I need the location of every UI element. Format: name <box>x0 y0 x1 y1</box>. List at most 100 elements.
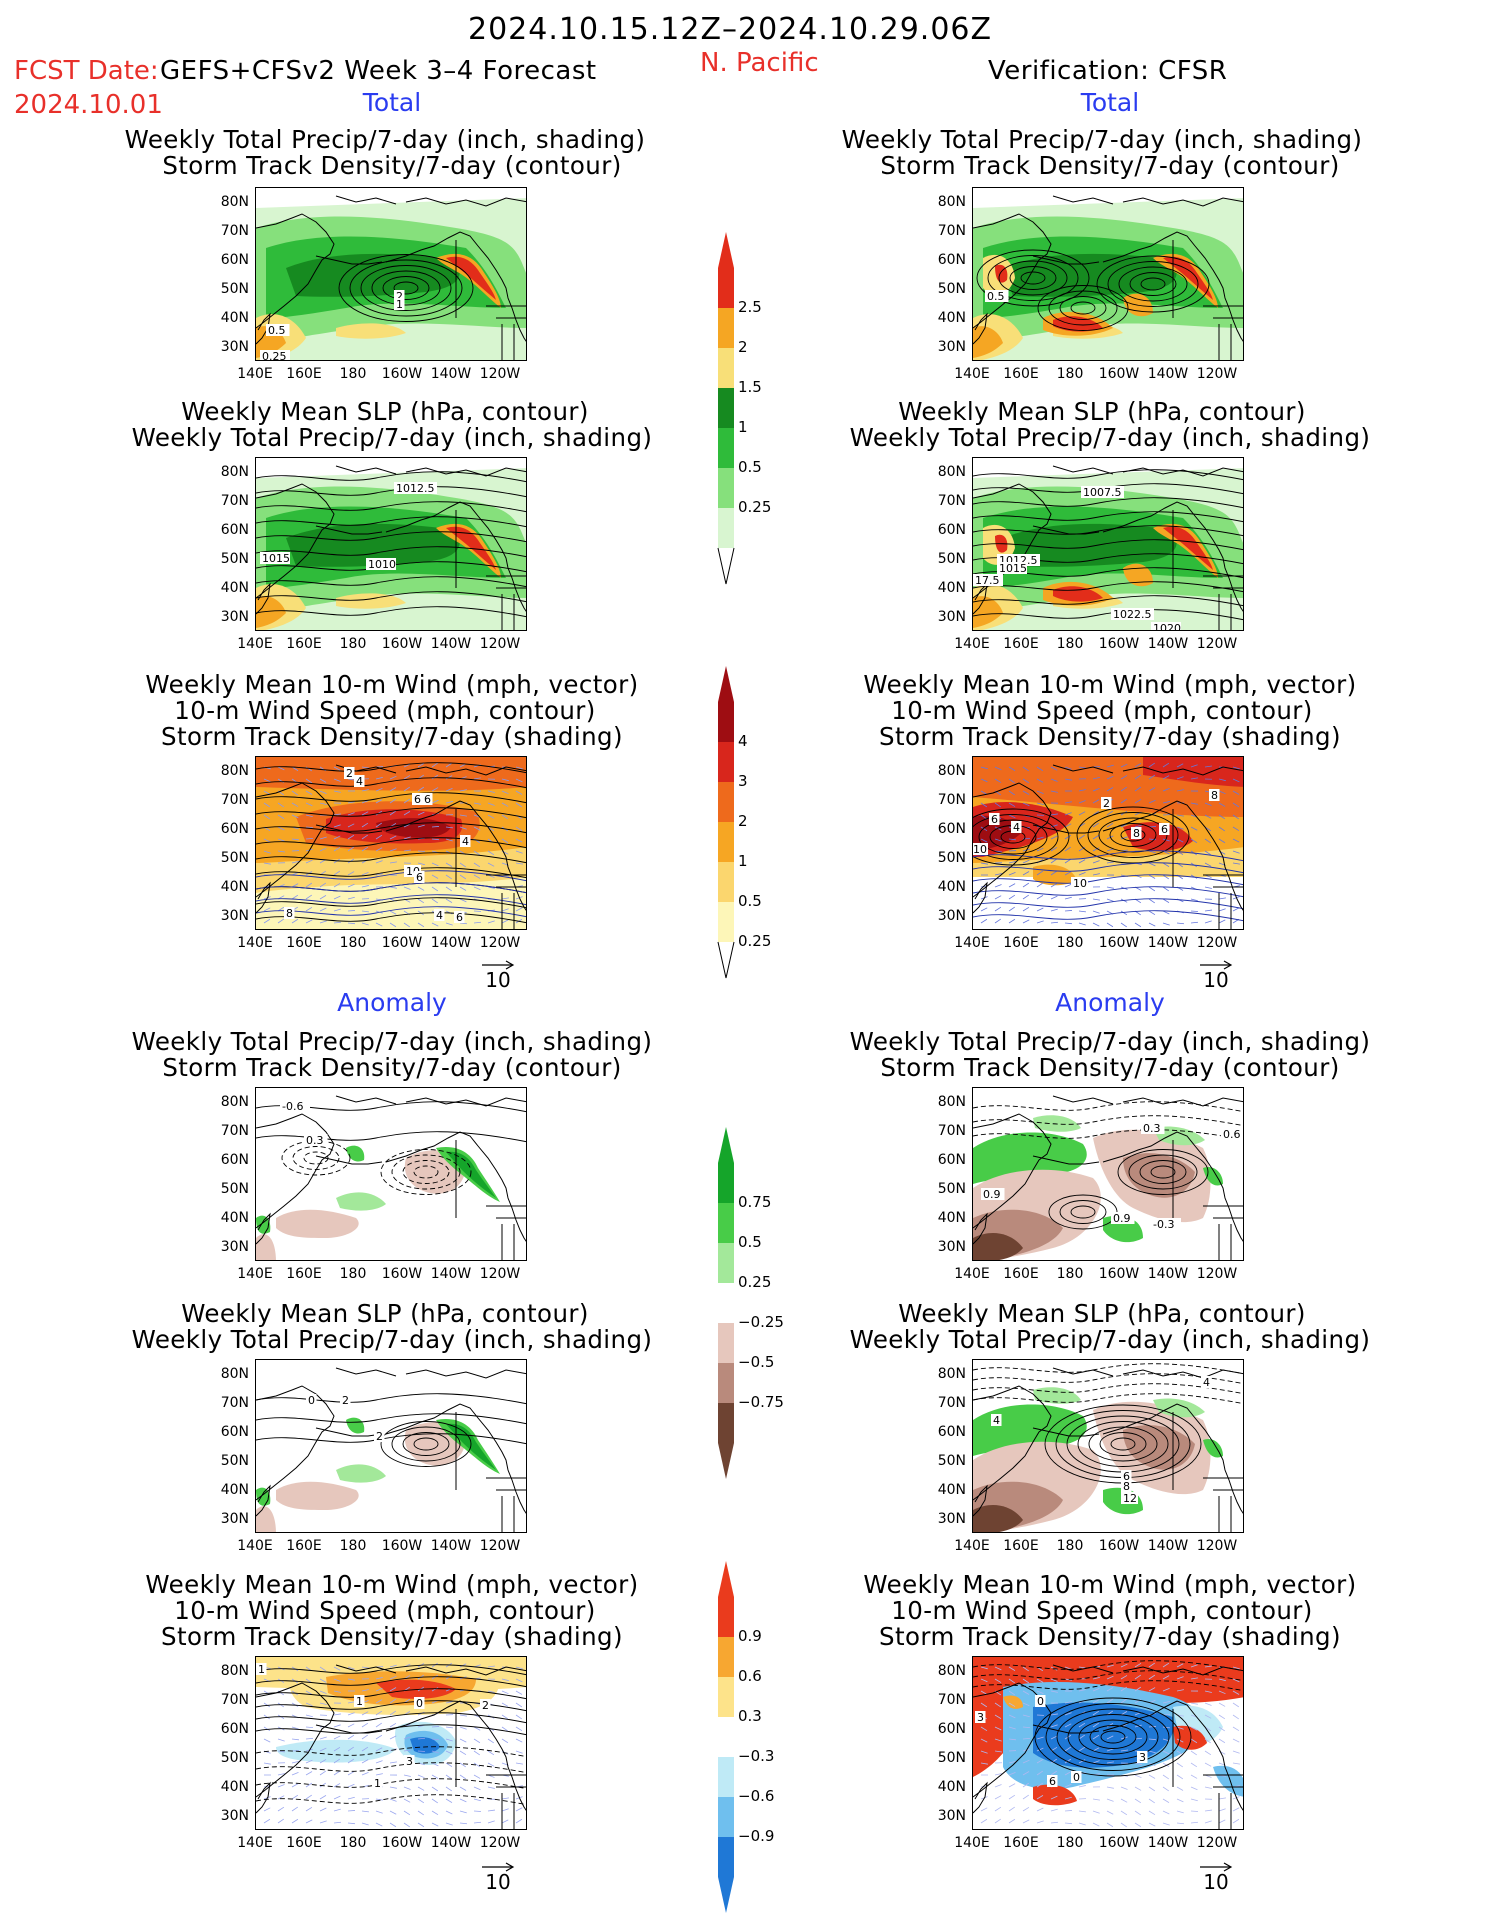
lon-tick-label: 140E <box>954 366 990 382</box>
panel-5-title-line2: 10-m Wind Speed (mph, contour) <box>174 696 596 725</box>
lat-tick-label: 40N <box>220 879 249 895</box>
lon-tick-label: 160E <box>1003 1538 1039 1554</box>
contour-label: 0.9 <box>1111 1212 1135 1225</box>
shaded-region <box>256 757 526 791</box>
svg-text:6: 6 <box>1049 1775 1056 1788</box>
colorbar-tick-label: 2 <box>738 812 748 830</box>
lat-tick-label: 30N <box>220 908 249 924</box>
lon-tick-label: 140W <box>1147 1538 1189 1554</box>
panel-7-title-line2: Storm Track Density/7-day (contour) <box>162 1053 622 1082</box>
lat-tick-label: 80N <box>937 1366 966 1382</box>
contour-lines <box>256 471 526 618</box>
section-anomaly-left: Anomaly <box>337 988 447 1017</box>
lat-tick-label: 50N <box>937 551 966 567</box>
svg-text:1: 1 <box>356 1695 363 1708</box>
contour-label: 0 <box>1035 1695 1046 1708</box>
shaded-region <box>1123 563 1153 587</box>
lat-tick-label: 60N <box>220 252 249 268</box>
contour-label: 12 <box>1121 1492 1138 1505</box>
contour-label: 0.9 <box>981 1188 1005 1201</box>
svg-text:0: 0 <box>1073 1771 1080 1784</box>
lat-tick-label: 30N <box>937 1239 966 1255</box>
lat-tick-label: 30N <box>220 609 249 625</box>
map-total-slp-precip-verification: 1007.5 1012.5 1015 17.5 1022.5 1020 <box>972 457 1244 631</box>
svg-text:6: 6 <box>1123 1470 1130 1483</box>
colorbar-tick-label: −0.3 <box>738 1747 775 1765</box>
lon-tick-label: 140W <box>430 1266 472 1282</box>
contour-label: 1 <box>372 1777 383 1790</box>
panel-6-title-line1: Weekly Mean 10-m Wind (mph, vector) <box>863 670 1357 699</box>
shaded-region <box>1053 316 1103 332</box>
svg-text:2: 2 <box>396 290 403 303</box>
svg-text:1015: 1015 <box>999 562 1027 575</box>
panel-3-title-line2: Weekly Total Precip/7-day (inch, shading… <box>131 423 653 452</box>
lat-tick-label: 60N <box>220 522 249 538</box>
lat-tick-label: 40N <box>220 1482 249 1498</box>
svg-text:1: 1 <box>396 298 403 311</box>
lon-tick-label: 160E <box>1003 366 1039 382</box>
shaded-region <box>276 1209 359 1238</box>
lon-tick-label: 120W <box>479 366 521 382</box>
lon-tick-label: 160E <box>286 1266 322 1282</box>
contour-label: 6 <box>414 871 425 884</box>
panel-11-title-line1: Weekly Mean 10-m Wind (mph, vector) <box>145 1570 639 1599</box>
contour-label: 1010 <box>366 558 396 571</box>
panel-12-title-line3: Storm Track Density/7-day (shading) <box>879 1622 1341 1651</box>
lon-tick-label: 140W <box>430 366 472 382</box>
contour-lines <box>973 850 1243 922</box>
shaded-region <box>286 253 460 297</box>
shaded-region <box>1213 1765 1243 1797</box>
svg-text:0.5: 0.5 <box>987 290 1005 303</box>
lon-tick-label: 140E <box>954 636 990 652</box>
contour-label: 2 <box>1101 797 1112 810</box>
colorbar-precip-anomaly <box>718 1127 734 1479</box>
panel-6-title-line3: Storm Track Density/7-day (shading) <box>879 722 1341 751</box>
shaded-region <box>973 1505 1023 1532</box>
contour-label: 0.5 <box>985 290 1009 303</box>
colorbar-tick-label: −0.9 <box>738 1827 775 1845</box>
lat-tick-label: 70N <box>220 1692 249 1708</box>
contour-lines <box>338 254 474 322</box>
lon-tick-label: 140W <box>430 935 472 951</box>
panel-11-title-line3: Storm Track Density/7-day (shading) <box>161 1622 623 1651</box>
lon-tick-label: 160E <box>1003 1266 1039 1282</box>
colorbar-tick-label: 2.5 <box>738 298 762 316</box>
svg-text:10: 10 <box>973 843 987 856</box>
lat-tick-label: 40N <box>937 879 966 895</box>
fcst-date-value: 2024.10.01 <box>14 90 163 120</box>
lat-tick-label: 50N <box>220 1453 249 1469</box>
lat-tick-label: 40N <box>937 580 966 596</box>
lon-tick-label: 140E <box>954 1538 990 1554</box>
colorbar-tick-label: −0.6 <box>738 1787 775 1805</box>
lon-tick-label: 140W <box>1147 935 1189 951</box>
lat-tick-label: 30N <box>937 1511 966 1527</box>
shaded-region <box>336 593 406 609</box>
lat-tick-label: 60N <box>220 821 249 837</box>
lat-tick-label: 50N <box>937 1181 966 1197</box>
contour-label: 4 <box>1011 821 1022 834</box>
coastline <box>256 1095 526 1260</box>
map-graphic: 0.5 <box>973 195 1243 360</box>
shaded-region <box>336 1464 386 1483</box>
shaded-region <box>256 596 286 628</box>
contour-label: 0.6 <box>1221 1128 1243 1141</box>
lat-tick-label: 30N <box>220 339 249 355</box>
svg-text:0.9: 0.9 <box>983 1188 1001 1201</box>
shaded-region <box>276 1481 359 1510</box>
panel-10-title-line2: Weekly Total Precip/7-day (inch, shading… <box>849 1325 1371 1354</box>
reference-vector <box>1198 956 1234 975</box>
map-anomaly-wind-std-forecast: 1 1 0 2 3 1 <box>255 1656 527 1830</box>
lat-tick-label: 40N <box>220 580 249 596</box>
map-graphic: 0 3 3 0 6 <box>973 1657 1243 1829</box>
lon-tick-label: 120W <box>479 636 521 652</box>
coastline <box>973 764 1243 929</box>
map-total-wind-std-forecast: 2 4 6 6 4 10 6 8 4 6 <box>255 756 527 930</box>
lat-tick-label: 50N <box>220 1750 249 1766</box>
svg-text:0: 0 <box>308 1394 315 1407</box>
contour-label: 0 <box>306 1394 317 1407</box>
svg-text:2: 2 <box>346 767 353 780</box>
contour-label: 1007.5 <box>1081 486 1124 499</box>
lon-tick-label: 140W <box>430 1538 472 1554</box>
contour-label: 0.3 <box>1141 1122 1165 1135</box>
